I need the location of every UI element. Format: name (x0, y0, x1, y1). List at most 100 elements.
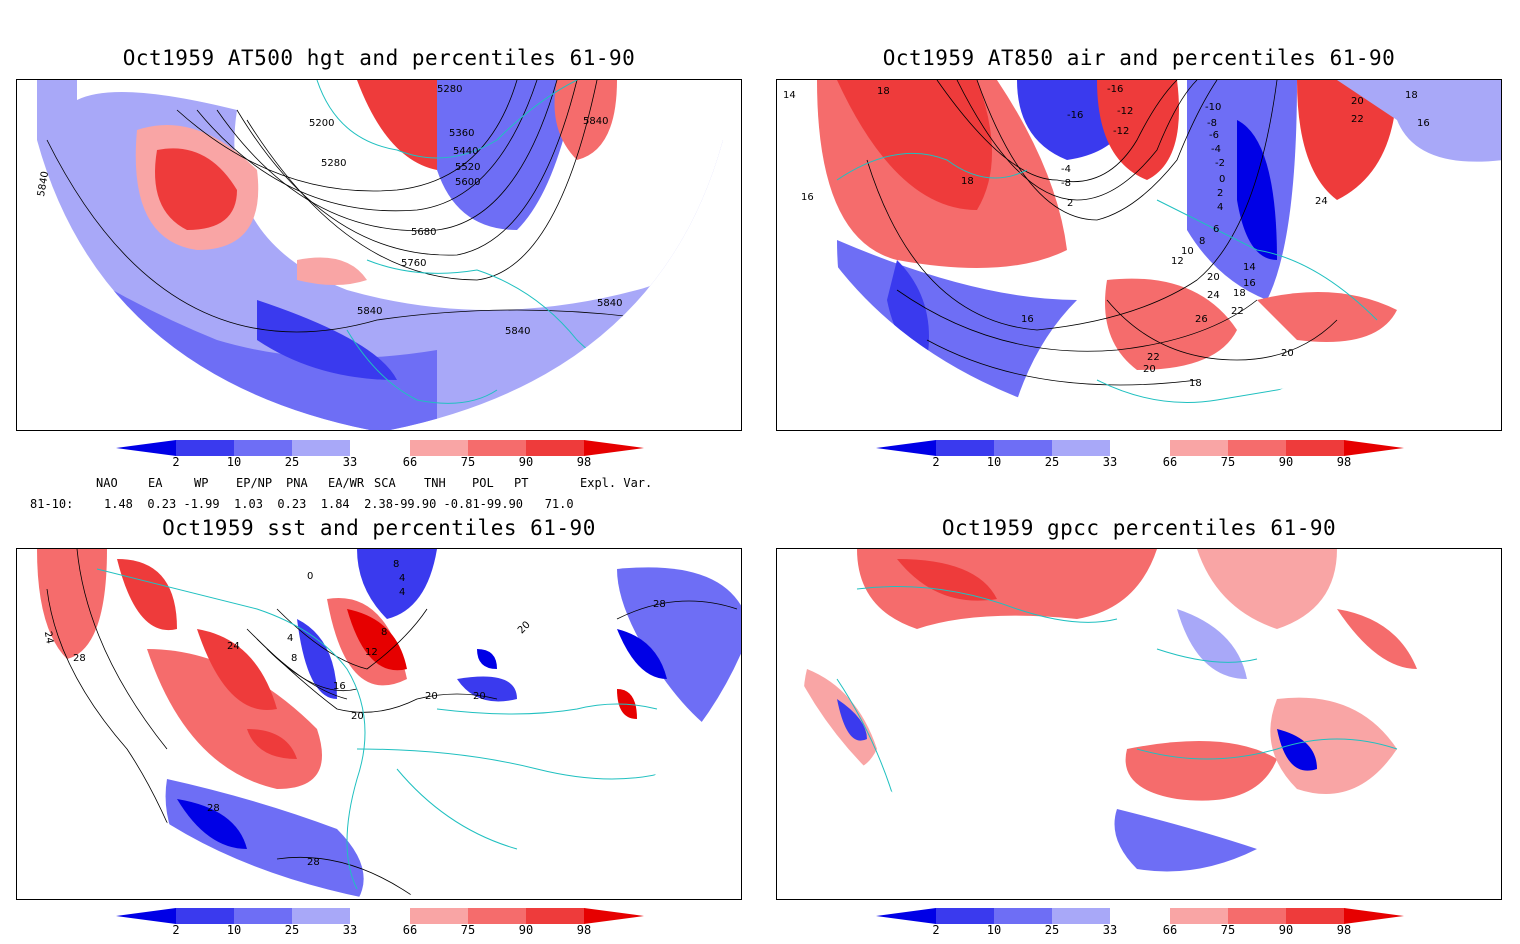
contour-label: -16 (1107, 84, 1123, 95)
contour-label: -16 (1067, 110, 1083, 121)
contour-label: 16 (333, 681, 346, 692)
contour-label: 5600 (455, 177, 480, 188)
contour-label: 0 (1219, 174, 1225, 185)
contour-label: 8 (393, 559, 399, 570)
contour-label: 8 (291, 653, 297, 664)
map-air: 14 16 18 -16 -16 -12 -12 -10 -8 -6 -4 -2… (777, 80, 1501, 430)
contour-label: -4 (1211, 144, 1221, 155)
contour-label: 18 (877, 86, 890, 97)
map-gpcc (777, 549, 1501, 899)
colorbar-top-left: 2 10 25 33 66 75 90 98 (116, 440, 646, 476)
map-panel-hgt: 5280 5200 5280 5360 5440 5520 5600 5680 … (16, 79, 742, 431)
panel-title-sst: Oct1959 sst and percentiles 61-90 (162, 516, 596, 540)
contour-label: 4 (287, 633, 293, 644)
contour-label: 14 (1243, 262, 1256, 273)
contour-label: 5840 (505, 326, 530, 337)
contour-label: 18 (961, 176, 974, 187)
panel-title-gpcc: Oct1959 gpcc percentiles 61-90 (941, 516, 1337, 540)
contour-label: 5280 (437, 84, 462, 95)
contour-label: 24 (1315, 196, 1328, 207)
contour-label: 24 (42, 630, 55, 644)
index-header-pt: PT (514, 476, 529, 490)
contour-label: 0 (307, 571, 313, 582)
colorbar-swatches (876, 440, 1404, 456)
index-header-explvar: Expl. Var. (580, 476, 653, 490)
colorbar-bottom-right: 2 10 25 33 66 75 90 98 (876, 908, 1406, 944)
contour-label: 16 (1417, 118, 1430, 129)
contour-label: 10 (1181, 246, 1194, 257)
contour-label: 20 (1207, 272, 1220, 283)
contour-label: 16 (801, 192, 814, 203)
index-header-epnp: EP/NP (236, 476, 273, 490)
contour-label: 4 (1217, 202, 1223, 213)
contour-label: 22 (1351, 114, 1364, 125)
contour-label: 6 (1213, 224, 1219, 235)
contour-label: 20 (1143, 364, 1156, 375)
contour-label: -2 (1215, 158, 1225, 169)
contour-label: 18 (1405, 90, 1418, 101)
contour-label: 20 (1281, 348, 1294, 359)
index-row-values: 1.48 0.23 -1.99 1.03 0.23 1.84 2.38-99.9… (104, 497, 574, 511)
contour-label: 12 (365, 647, 378, 658)
contour-label: 5520 (455, 162, 480, 173)
contour-label: 5840 (357, 306, 382, 317)
contour-label: 5680 (411, 227, 436, 238)
map-panel-air: 14 16 18 -16 -16 -12 -12 -10 -8 -6 -4 -2… (776, 79, 1502, 431)
panel-title-air: Oct1959 AT850 air and percentiles 61-90 (882, 46, 1396, 70)
contour-label: 14 (783, 90, 796, 101)
contour-label: -10 (1205, 102, 1221, 113)
contour-label: 24 (227, 641, 240, 652)
index-header-ea: EA (148, 476, 163, 490)
contour-label: -4 (1061, 164, 1071, 175)
contour-label: 4 (399, 573, 405, 584)
colorbar-top-right: 2 10 25 33 66 75 90 98 (876, 440, 1406, 476)
contour-label: 2 (1217, 188, 1223, 199)
contour-label: 5840 (597, 298, 622, 309)
contour-label: 28 (73, 653, 86, 664)
contour-label: 20 (473, 691, 486, 702)
map-hgt: 5280 5200 5280 5360 5440 5520 5600 5680 … (36, 80, 723, 430)
index-header-eawr: EA/WR (328, 476, 365, 490)
contour-label: -12 (1113, 126, 1129, 137)
colorbar-swatches (876, 908, 1404, 924)
contour-label: 5840 (36, 170, 51, 197)
contour-label: 18 (1233, 288, 1246, 299)
map-sst: 24 28 24 4 8 12 16 20 20 20 28 28 28 8 4… (17, 549, 741, 899)
contour-label: 4 (399, 587, 405, 598)
colorbar-swatches (116, 440, 644, 456)
contour-label: 20 (351, 711, 364, 722)
contour-label: 16 (1243, 278, 1256, 289)
contour-label: -8 (1207, 118, 1217, 129)
index-header-pna: PNA (286, 476, 308, 490)
panel-title-hgt: Oct1959 AT500 hgt and percentiles 61-90 (122, 46, 636, 70)
index-row-label: 81-10: (30, 497, 74, 511)
contour-label: 28 (653, 599, 666, 610)
index-header-pol: POL (472, 476, 494, 490)
contour-label: -6 (1209, 130, 1219, 141)
contour-label: 28 (207, 803, 220, 814)
contour-label: 8 (381, 627, 387, 638)
index-header-sca: SCA (374, 476, 396, 490)
index-header-tnh: TNH (424, 476, 446, 490)
contour-label: 2 (1067, 198, 1073, 209)
contour-label: 22 (1231, 306, 1244, 317)
contour-label: 28 (307, 857, 320, 868)
contour-label: 5360 (449, 128, 474, 139)
contour-label: 22 (1147, 352, 1160, 363)
map-panel-sst: 24 28 24 4 8 12 16 20 20 20 28 28 28 8 4… (16, 548, 742, 900)
contour-label: 18 (1189, 378, 1202, 389)
colorbar-bottom-left: 2 10 25 33 66 75 90 98 (116, 908, 646, 944)
contour-label: 16 (1021, 314, 1034, 325)
contour-label: 8 (1199, 236, 1205, 247)
contour-label: -8 (1061, 178, 1071, 189)
contour-label: -12 (1117, 106, 1133, 117)
contour-label: 26 (1195, 314, 1208, 325)
colorbar-swatches (116, 908, 644, 924)
contour-label: 5200 (309, 118, 334, 129)
contour-label: 5440 (453, 146, 478, 157)
index-header-nao: NAO (96, 476, 118, 490)
index-header-wp: WP (194, 476, 209, 490)
contour-label: 5760 (401, 258, 426, 269)
contour-label: 5280 (321, 158, 346, 169)
map-panel-gpcc (776, 548, 1502, 900)
